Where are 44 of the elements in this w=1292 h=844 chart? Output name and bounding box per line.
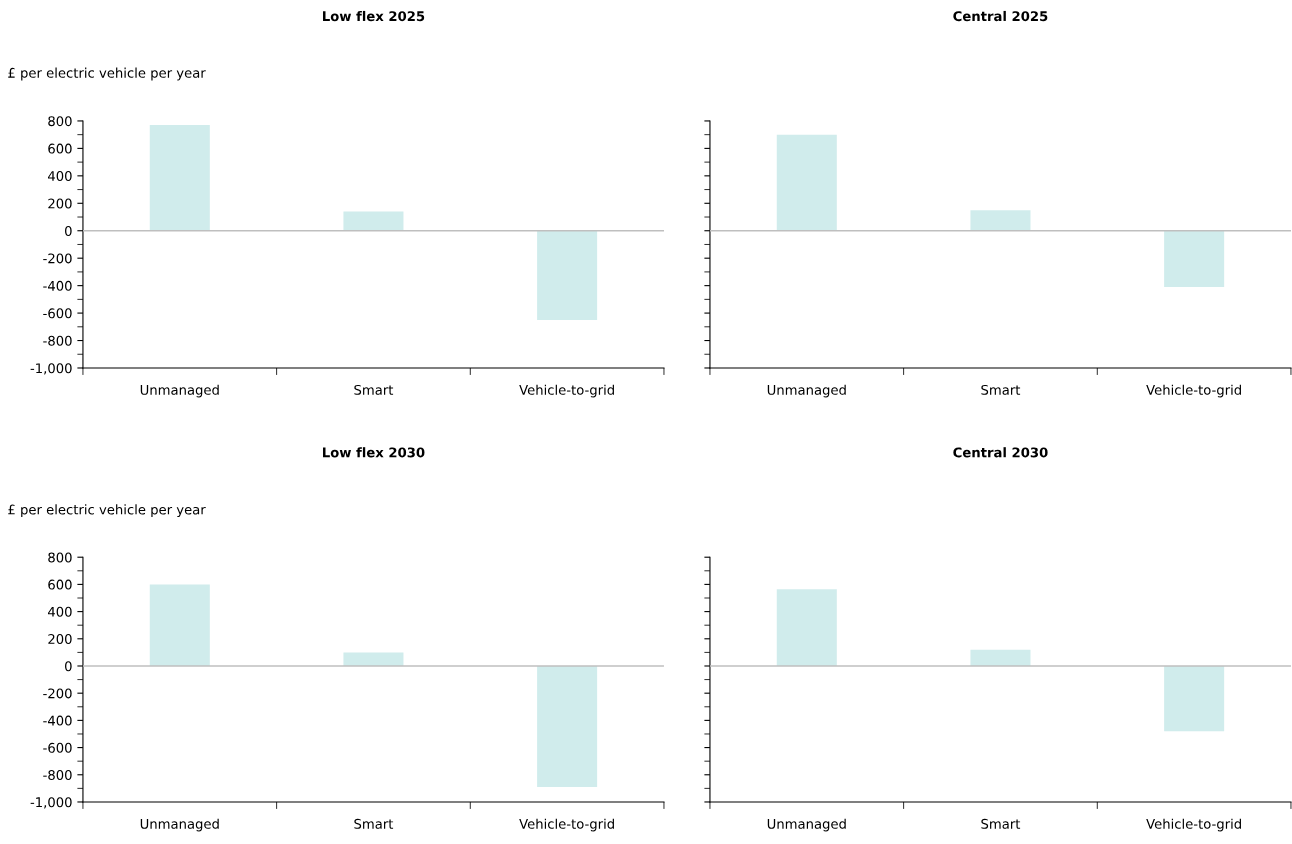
y-tick-label: -600 bbox=[43, 308, 72, 319]
chart-title: Low flex 2030 bbox=[323, 447, 425, 458]
x-tick-label: Smart bbox=[981, 384, 1021, 395]
y-tick-label: 0 bbox=[65, 661, 72, 672]
x-tick-label: Unmanaged bbox=[767, 818, 846, 832]
y-tick-label: 600 bbox=[48, 579, 72, 590]
x-tick-label: Unmanaged bbox=[140, 384, 219, 398]
chart-title: Central 2025 bbox=[953, 10, 1048, 22]
y-tick-label: -800 bbox=[43, 769, 72, 780]
y-axis-title: £ per electric vehicle per year bbox=[8, 504, 206, 518]
chart-title: Low flex 2025 bbox=[323, 10, 425, 22]
x-tick-label: Unmanaged bbox=[140, 818, 219, 832]
x-tick-label: Vehicle-to-grid bbox=[1146, 818, 1241, 832]
y-tick-label: -1,000 bbox=[30, 363, 72, 375]
x-tick-label: Vehicle-to-grid bbox=[519, 818, 614, 832]
y-tick-label: -600 bbox=[43, 742, 72, 753]
x-tick-label: Unmanaged bbox=[767, 384, 846, 398]
y-axis-title: £ per electric vehicle per year bbox=[8, 67, 206, 81]
y-tick-label: 0 bbox=[65, 225, 72, 236]
y-tick-label: -400 bbox=[43, 280, 72, 291]
bar bbox=[537, 665, 598, 788]
x-tick-label: Smart bbox=[981, 818, 1021, 829]
y-tick-label: 800 bbox=[48, 552, 72, 563]
y-tick-label: 400 bbox=[47, 606, 72, 617]
y-tick-label: -200 bbox=[43, 253, 72, 264]
bar bbox=[149, 584, 210, 666]
bar bbox=[537, 230, 598, 320]
x-tick-label: Smart bbox=[354, 818, 394, 829]
y-tick-label: 200 bbox=[48, 634, 72, 644]
y-tick-label: 600 bbox=[48, 143, 72, 154]
y-tick-label: -800 bbox=[43, 335, 72, 346]
y-tick-label: -400 bbox=[43, 715, 72, 726]
bar bbox=[343, 652, 404, 666]
x-tick-label: Smart bbox=[354, 384, 394, 395]
y-tick-label: 200 bbox=[48, 198, 72, 209]
y-tick-label: 400 bbox=[47, 171, 72, 182]
y-tick-label: 800 bbox=[48, 116, 72, 127]
chart-title: Central 2030 bbox=[953, 447, 1048, 458]
bar bbox=[343, 211, 404, 231]
y-tick-label: -200 bbox=[43, 688, 72, 699]
x-tick-label: Vehicle-to-grid bbox=[1146, 384, 1241, 398]
x-tick-label: Vehicle-to-grid bbox=[519, 384, 614, 398]
y-tick-label: -1,000 bbox=[30, 797, 72, 809]
bar bbox=[149, 125, 210, 231]
